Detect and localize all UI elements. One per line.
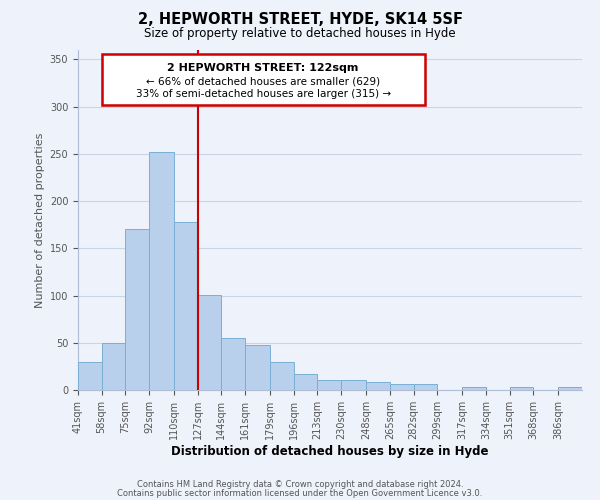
Bar <box>341 380 366 390</box>
Bar <box>390 384 413 390</box>
Text: Size of property relative to detached houses in Hyde: Size of property relative to detached ho… <box>144 28 456 40</box>
Bar <box>317 380 341 390</box>
Text: 2, HEPWORTH STREET, HYDE, SK14 5SF: 2, HEPWORTH STREET, HYDE, SK14 5SF <box>137 12 463 28</box>
Y-axis label: Number of detached properties: Number of detached properties <box>35 132 46 308</box>
Bar <box>78 362 101 390</box>
Bar <box>509 387 533 390</box>
FancyBboxPatch shape <box>101 54 425 105</box>
Bar <box>413 384 437 390</box>
Bar <box>174 222 198 390</box>
Bar <box>559 387 582 390</box>
Text: 33% of semi-detached houses are larger (315) →: 33% of semi-detached houses are larger (… <box>136 88 391 99</box>
Bar <box>245 344 270 390</box>
Bar <box>125 230 149 390</box>
Bar <box>462 387 486 390</box>
X-axis label: Distribution of detached houses by size in Hyde: Distribution of detached houses by size … <box>171 444 489 458</box>
Bar <box>198 294 221 390</box>
Text: Contains HM Land Registry data © Crown copyright and database right 2024.: Contains HM Land Registry data © Crown c… <box>137 480 463 489</box>
Bar <box>149 152 174 390</box>
Bar <box>221 338 245 390</box>
Bar <box>101 343 125 390</box>
Bar <box>366 382 390 390</box>
Bar <box>270 362 294 390</box>
Bar <box>294 374 317 390</box>
Text: ← 66% of detached houses are smaller (629): ← 66% of detached houses are smaller (62… <box>146 76 380 86</box>
Text: Contains public sector information licensed under the Open Government Licence v3: Contains public sector information licen… <box>118 488 482 498</box>
Text: 2 HEPWORTH STREET: 122sqm: 2 HEPWORTH STREET: 122sqm <box>167 63 359 73</box>
